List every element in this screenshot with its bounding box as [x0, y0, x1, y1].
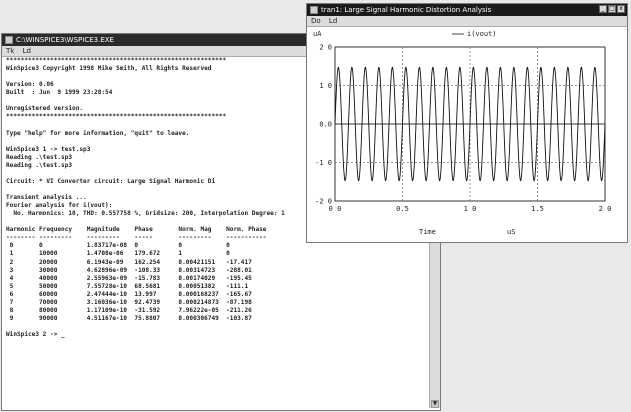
- console-line: 0 0 1.83717e-08 0 0 0: [6, 242, 230, 250]
- y-tick-label: -1 0: [315, 159, 332, 167]
- console-line: Fourier analysis for i(vout):: [6, 202, 113, 210]
- x-axis-label: Time: [419, 228, 436, 236]
- plot-chart: uA i(vout) 0 0 0.5 1 0 1.5 2 0 -2 0 -1 0 0.0 1 0…: [313, 30, 612, 236]
- x-tick-label: 1 0: [464, 205, 477, 213]
- console-line: Reading .\test.sp3: [6, 161, 73, 169]
- console-line: 2 20000 6.1943e-09 162.254 0.00421151 -1…: [6, 258, 252, 266]
- x-unit-label: uS: [507, 228, 515, 236]
- series-line-i(vout): [334, 66, 606, 182]
- console-menu-item[interactable]: Ld: [22, 47, 31, 55]
- x-tick-label: 1.5: [531, 205, 544, 213]
- console-line: No. Harmonics: 10, THD: 0.557758 %, Grid…: [6, 210, 285, 218]
- minimize-button[interactable]: _: [599, 5, 607, 13]
- console-line: Built : Jun 9 1999 23:28:54: [6, 89, 113, 97]
- console-line: Transient analysis ...: [6, 194, 87, 202]
- console-line: -------- --------- --------- ----- -----…: [6, 234, 267, 242]
- console-line: 6 60000 2.47444e-10 13.997 0.000168237 -…: [6, 290, 252, 298]
- y-tick-label: -2 0: [315, 198, 332, 206]
- console-line: WinSpice3 2 -> _: [6, 331, 65, 339]
- plot-menubar: Do Ld: [307, 16, 627, 27]
- console-line: Reading .\test.sp3: [6, 153, 73, 161]
- close-button[interactable]: x: [617, 5, 625, 13]
- console-line: 5 50000 7.55728e-10 68.5681 0.00051382 -…: [6, 282, 249, 290]
- legend-label: i(vout): [467, 30, 497, 38]
- scroll-down-arrow-icon[interactable]: ▼: [431, 400, 439, 408]
- plot-titlebar[interactable]: tran1: Large Signal Harmonic Distortion …: [307, 4, 627, 16]
- y-tick-label: 0.0: [319, 121, 332, 129]
- console-line: Harmonic Frequency Magnitude Phase Norm.…: [6, 226, 267, 234]
- console-line: 1 10000 1.4708e-06 179.672 1 0: [6, 250, 230, 258]
- plot-menu-item[interactable]: Ld: [328, 17, 338, 25]
- console-text-area[interactable]: ****************************************…: [4, 57, 428, 408]
- y-tick-label: 1 0: [319, 82, 332, 90]
- console-line: WinSpice3 Copyright 1998 Mike Smith, All…: [6, 65, 212, 73]
- console-title: C:\WINSPICE3\WSPICE3.EXE: [16, 36, 114, 44]
- console-line: 3 30000 4.62896e-09 -108.33 0.00314723 -…: [6, 266, 252, 274]
- y-unit-label: uA: [313, 30, 322, 38]
- console-menubar: Tk Ld: [2, 46, 440, 57]
- console-line: Version: 0.06: [6, 81, 54, 89]
- x-tick-label: 0.5: [396, 205, 409, 213]
- x-tick-label: 2 0: [599, 205, 612, 213]
- console-app-icon: [5, 36, 13, 44]
- console-line: WinSpice3 1 -> test.sp3: [6, 145, 91, 153]
- console-line: ****************************************…: [6, 57, 227, 64]
- plot-app-icon: [310, 6, 318, 14]
- maximize-button[interactable]: □: [608, 5, 616, 13]
- x-tick-label: 0 0: [329, 205, 342, 213]
- console-line: 4 40000 2.55963e-09 -15.783 0.00174029 -…: [6, 274, 252, 282]
- plot-window: tran1: Large Signal Harmonic Distortion …: [306, 3, 628, 243]
- plot-title: tran1: Large Signal Harmonic Distortion …: [321, 6, 492, 14]
- console-line: 9 90000 4.51167e-10 75.8807 0.000306749 …: [6, 314, 252, 322]
- console-line: ****************************************…: [6, 113, 227, 121]
- console-line: Circuit: * VI Converter circuit: Large S…: [6, 177, 216, 185]
- y-tick-label: 2 0: [319, 44, 332, 52]
- console-line: 7 70000 3.16036e-10 92.4739 0.000214873 …: [6, 298, 252, 306]
- console-line: Unregistered version.: [6, 105, 84, 113]
- plot-menu-item[interactable]: Do: [311, 17, 321, 25]
- console-line: Type "help" for more information, "quit"…: [6, 129, 190, 137]
- console-line: 8 80000 1.17109e-10 -31.592 7.96222e-05 …: [6, 306, 252, 314]
- console-menu-item[interactable]: Tk: [6, 47, 15, 55]
